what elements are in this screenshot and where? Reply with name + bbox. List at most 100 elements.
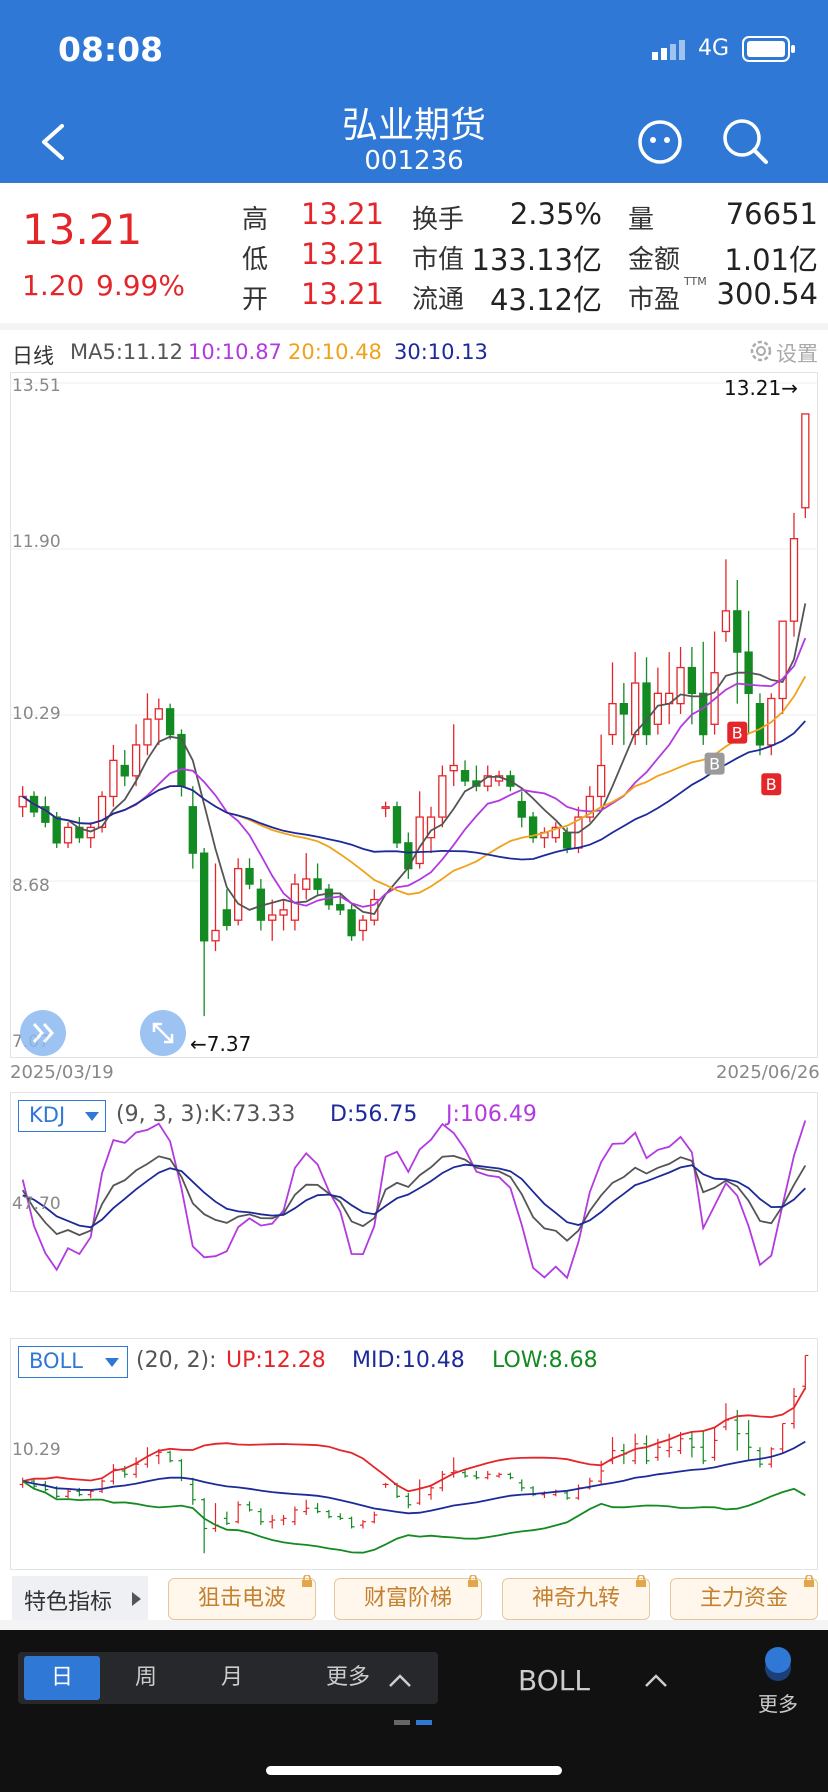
stat-value-high: 13.21 bbox=[300, 197, 384, 231]
boll-params: (20, 2): bbox=[136, 1348, 217, 1373]
candle-body bbox=[801, 413, 810, 509]
candle-body bbox=[381, 806, 390, 809]
stat-value-market-cap: 133.13亿 bbox=[471, 243, 602, 277]
candle-body bbox=[268, 914, 277, 921]
boll-low-line bbox=[22, 1480, 806, 1554]
ma20-line bbox=[22, 675, 807, 896]
ma10-legend: 10:10.87 bbox=[188, 340, 282, 364]
dropdown-arrow-icon bbox=[85, 1112, 99, 1121]
candle-body bbox=[109, 759, 118, 798]
stack-icon bbox=[765, 1647, 791, 1681]
kdj-k-line bbox=[21, 1154, 807, 1242]
candle-body bbox=[789, 538, 799, 622]
gear-icon bbox=[750, 340, 772, 362]
period-month[interactable]: 月 bbox=[220, 1665, 243, 1690]
back-icon[interactable] bbox=[36, 120, 76, 164]
candle-body bbox=[426, 816, 436, 839]
more-button[interactable]: 更多 bbox=[748, 1644, 808, 1724]
candle-body bbox=[41, 806, 50, 823]
buy-marker-label: B bbox=[709, 755, 720, 774]
candle-body bbox=[52, 816, 61, 844]
stat-label-market-cap: 市值 bbox=[412, 245, 465, 275]
high-price-marker: 13.21→ bbox=[724, 376, 799, 400]
period-more[interactable]: 更多 bbox=[325, 1665, 370, 1690]
lock-icon bbox=[468, 1575, 478, 1587]
price-change-pct: 9.99% bbox=[96, 269, 185, 302]
kdj-y-tick: 47.70 bbox=[12, 1194, 61, 1214]
chevron-up-icon[interactable] bbox=[388, 1672, 412, 1688]
candle-body bbox=[483, 775, 492, 787]
feature-item-main-funds[interactable]: 主力资金 bbox=[670, 1575, 818, 1620]
feature-item-sniper-wave[interactable]: 狙击电波 bbox=[168, 1575, 316, 1620]
kdj-panel bbox=[10, 1092, 818, 1292]
end-date: 2025/06/26 bbox=[716, 1062, 820, 1083]
settings-button[interactable]: 设置 bbox=[748, 336, 824, 366]
kline-period-label: 日线 bbox=[12, 344, 54, 368]
candle-body bbox=[449, 764, 458, 772]
candle-body bbox=[347, 909, 356, 937]
more-label: 更多 bbox=[758, 1692, 798, 1716]
ma5-line bbox=[22, 603, 807, 916]
stat-value-volume: 76651 bbox=[725, 197, 818, 231]
candle-body bbox=[596, 764, 606, 798]
candle-body bbox=[358, 919, 368, 932]
candle-body bbox=[199, 852, 209, 942]
stat-value-float: 43.12亿 bbox=[489, 283, 602, 317]
caret-right-icon bbox=[132, 1592, 141, 1606]
period-week[interactable]: 周 bbox=[134, 1665, 157, 1690]
feature-item-wealth-ladder[interactable]: 财富阶梯 bbox=[334, 1575, 482, 1620]
buy-marker bbox=[727, 721, 748, 744]
feature-indicators-label: 特色指标 bbox=[24, 1590, 113, 1615]
candle-body bbox=[551, 826, 560, 839]
indicator-selector[interactable]: BOLL bbox=[518, 1664, 590, 1697]
candle-body bbox=[460, 770, 470, 782]
candle-body bbox=[370, 898, 379, 921]
candle-body bbox=[562, 831, 572, 849]
chevron-up-icon[interactable] bbox=[644, 1672, 668, 1688]
stat-label-volume: 量 bbox=[628, 205, 655, 235]
fullscreen-button[interactable] bbox=[140, 1010, 186, 1056]
stat-value-amount: 1.01亿 bbox=[724, 243, 818, 277]
bottom-toolbar: 日 周 月 更多 BOLL 更多 bbox=[0, 1630, 828, 1792]
current-price: 13.21 bbox=[22, 205, 143, 254]
boll-low-value: LOW:8.68 bbox=[492, 1348, 598, 1373]
candle-body bbox=[528, 816, 538, 839]
double-chevron-icon bbox=[32, 1023, 55, 1043]
stat-label-turnover: 换手 bbox=[412, 205, 465, 235]
feature-indicators-toggle[interactable]: 特色指标 bbox=[12, 1576, 148, 1620]
stat-value-open: 13.21 bbox=[300, 277, 384, 311]
y-tick: 11.90 bbox=[12, 532, 61, 552]
pe-ttm-sup: TTM bbox=[684, 275, 707, 288]
kdj-d-line bbox=[22, 1163, 806, 1229]
period-day[interactable]: 日 bbox=[24, 1656, 100, 1700]
page-indicator bbox=[394, 1720, 434, 1726]
chat-icon[interactable] bbox=[636, 118, 684, 166]
candle-body bbox=[336, 904, 345, 911]
stat-label-pe: 市盈 bbox=[628, 285, 681, 315]
candle-body bbox=[154, 708, 163, 720]
ma10-line bbox=[22, 637, 807, 908]
feature-item-magic-nine[interactable]: 神奇九转 bbox=[502, 1575, 650, 1620]
candle-body bbox=[687, 666, 697, 694]
kdj-j-line bbox=[21, 1120, 807, 1280]
candle-body bbox=[733, 610, 742, 653]
boll-mid-value: MID:10.48 bbox=[352, 1348, 465, 1373]
expand-left-button[interactable] bbox=[20, 1010, 66, 1056]
boll-y-tick: 10.29 bbox=[12, 1440, 61, 1460]
stat-label-low: 低 bbox=[242, 245, 269, 275]
lock-icon bbox=[804, 1575, 814, 1587]
kdj-selector[interactable]: KDJ bbox=[18, 1100, 106, 1132]
boll-selector[interactable]: BOLL bbox=[18, 1346, 128, 1378]
kdj-selector-label: KDJ bbox=[29, 1103, 66, 1127]
stock-code: 001236 bbox=[364, 146, 464, 176]
search-icon[interactable] bbox=[720, 116, 770, 166]
candle-body bbox=[302, 878, 311, 890]
candle-body bbox=[222, 909, 232, 926]
boll-mid-line bbox=[22, 1440, 806, 1515]
candle-body bbox=[234, 867, 243, 921]
price-change: 1.20 bbox=[22, 269, 85, 302]
candle-body bbox=[120, 764, 129, 777]
feature-item-label: 狙击电波 bbox=[197, 1586, 286, 1611]
battery-icon bbox=[742, 36, 796, 66]
